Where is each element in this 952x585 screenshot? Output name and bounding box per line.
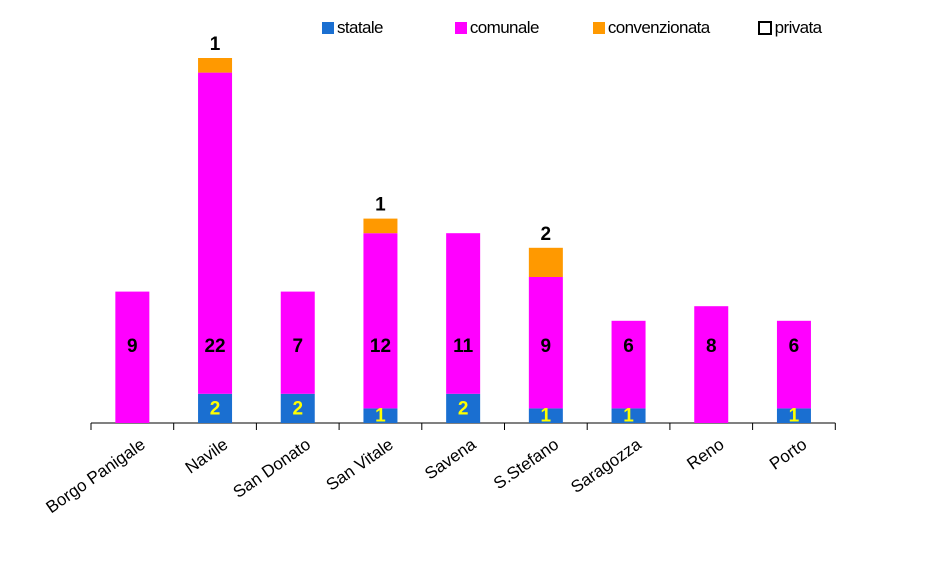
- x-tick-label: S.Stefano: [490, 435, 562, 493]
- x-tick-label: Navile: [182, 435, 232, 478]
- legend-label-comunale: comunale: [469, 18, 540, 37]
- legend-swatch-comunale: [454, 22, 467, 34]
- x-tick-label: Porto: [766, 435, 810, 474]
- data-label-statale: 2: [292, 398, 303, 419]
- data-label-comunale: 9: [541, 336, 552, 357]
- data-label-comunale: 7: [292, 336, 303, 357]
- bar-statale: [611, 408, 646, 423]
- data-label-comunale: 6: [623, 336, 634, 357]
- legend-label-convenzionata: convenzionata: [607, 18, 710, 37]
- chart-legend: statale comunale convenzionata privata: [322, 18, 822, 38]
- data-label-statale: 1: [623, 406, 634, 427]
- bar-comunale: [115, 291, 150, 423]
- bar-comunale: [363, 233, 398, 409]
- legend-item-convenzionata: convenzionata: [592, 18, 710, 38]
- data-label-comunale: 12: [370, 336, 391, 357]
- legend-swatch-convenzionata: [592, 22, 605, 34]
- x-tick-label: Savena: [421, 434, 480, 483]
- data-label-comunale: 9: [127, 336, 138, 357]
- x-tick-label: Saragozza: [567, 434, 645, 496]
- data-label-comunale: 8: [706, 336, 717, 357]
- bar-comunale: [280, 291, 315, 394]
- bar-comunale: [694, 306, 729, 423]
- bar-comunale: [528, 277, 563, 409]
- bar-statale: [198, 393, 233, 423]
- bar-convenzionata: [528, 247, 563, 277]
- data-label-comunale: 11: [453, 336, 474, 357]
- legend-swatch-privata: [757, 21, 772, 35]
- legend-item-statale: statale: [322, 18, 383, 38]
- data-label-convenzionata: 2: [541, 224, 552, 245]
- legend-label-statale: statale: [337, 18, 383, 37]
- x-tick-label: San Vitale: [323, 435, 397, 495]
- data-label-convenzionata: 1: [375, 195, 386, 216]
- legend-item-privata: privata: [757, 18, 822, 38]
- bar-convenzionata: [198, 58, 233, 73]
- data-label-statale: 2: [210, 398, 221, 419]
- bar-statale: [446, 393, 481, 423]
- bar-statale: [280, 393, 315, 423]
- bar-convenzionata: [363, 218, 398, 234]
- bar-statale: [528, 408, 563, 423]
- x-tick-label: San Donato: [230, 435, 314, 502]
- bar-comunale: [446, 233, 481, 394]
- data-label-statale: 1: [789, 406, 800, 427]
- legend-swatch-statale: [322, 22, 334, 34]
- legend-item-comunale: comunale: [454, 18, 540, 38]
- data-label-comunale: 22: [204, 336, 225, 357]
- x-tick-label: Reno: [683, 435, 727, 474]
- data-label-statale: 2: [458, 398, 469, 419]
- data-label-statale: 1: [541, 406, 552, 427]
- x-tick-label: Borgo Panigale: [43, 435, 149, 517]
- data-label-comunale: 6: [789, 336, 800, 357]
- data-label-statale: 1: [375, 406, 386, 427]
- bar-comunale: [776, 320, 811, 409]
- bar-statale: [776, 408, 811, 423]
- data-label-convenzionata: 1: [210, 34, 221, 55]
- bar-statale: [363, 408, 398, 423]
- bar-comunale: [611, 320, 646, 409]
- bar-comunale: [198, 72, 233, 394]
- legend-label-privata: privata: [774, 18, 822, 37]
